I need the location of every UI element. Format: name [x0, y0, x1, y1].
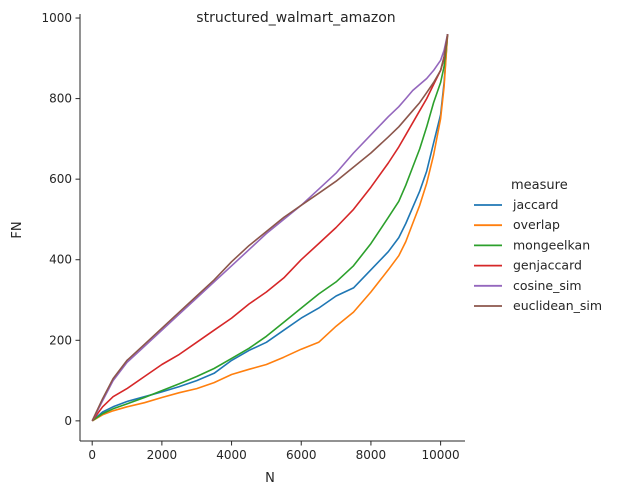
- legend-label-euclidean-sim: euclidean_sim: [513, 298, 602, 313]
- legend-label-overlap: overlap: [513, 217, 560, 232]
- x-tick-label: 6000: [286, 448, 317, 462]
- plot-area: [91, 33, 449, 422]
- x-tick-label: 2000: [147, 448, 178, 462]
- x-ticks: 0 2000 4000 6000 8000 10000: [88, 441, 460, 462]
- series-line-cosine-sim: [91, 33, 449, 422]
- series-line-euclidean-sim: [91, 33, 449, 422]
- y-tick-label: 1000: [41, 11, 72, 25]
- legend: measure jaccard overlap mongeelkan genjacca…: [474, 178, 602, 313]
- x-tick-label: 10000: [422, 448, 460, 462]
- y-tick-label: 800: [49, 92, 72, 106]
- legend-label-cosine-sim: cosine_sim: [513, 278, 582, 293]
- axes: [79, 14, 465, 442]
- y-tick-label: 0: [64, 414, 72, 428]
- legend-title: measure: [511, 178, 568, 193]
- x-tick-label: 8000: [356, 448, 387, 462]
- y-ticks: 0 200 400 600 800 1000: [41, 11, 80, 428]
- series-line-genjaccard: [91, 33, 449, 422]
- y-tick-label: 200: [49, 333, 72, 347]
- legend-label-jaccard: jaccard: [512, 197, 558, 212]
- x-tick-label: 0: [88, 448, 96, 462]
- series-line-overlap: [91, 34, 449, 422]
- legend-label-mongeelkan: mongeelkan: [513, 237, 590, 252]
- y-tick-label: 600: [49, 172, 72, 186]
- legend-label-genjaccard: genjaccard: [513, 258, 582, 273]
- x-axis-label: N: [265, 471, 275, 486]
- y-tick-label: 400: [49, 253, 72, 267]
- chart-title: structured_walmart_amazon: [196, 10, 395, 26]
- series-line-mongeelkan: [91, 34, 449, 422]
- y-axis-label: FN: [10, 221, 25, 238]
- x-tick-label: 4000: [216, 448, 247, 462]
